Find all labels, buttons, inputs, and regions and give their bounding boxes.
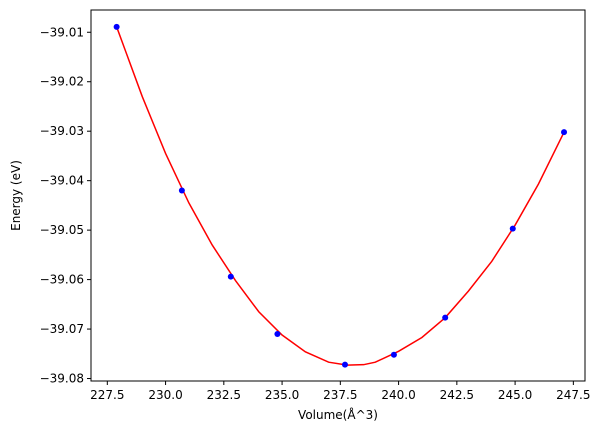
data-point (227, 273, 234, 280)
data-point (178, 187, 185, 194)
y-axis-label: Energy (eV) (9, 160, 23, 231)
y-tick-label: −39.08 (40, 372, 84, 386)
x-tick-label: 230.0 (148, 388, 182, 402)
data-point (274, 331, 281, 338)
data-point (113, 23, 120, 30)
y-tick-label: −39.01 (40, 25, 84, 39)
x-tick-label: 245.0 (498, 388, 532, 402)
y-tick-label: −39.02 (40, 75, 84, 89)
data-point (341, 361, 348, 368)
x-tick-label: 232.5 (207, 388, 241, 402)
y-tick-label: −39.07 (40, 322, 84, 336)
x-tick-label: 235.0 (265, 388, 299, 402)
x-tick-label: 240.0 (381, 388, 415, 402)
x-tick-label: 227.5 (90, 388, 124, 402)
data-point (442, 314, 449, 321)
x-tick-label: 237.5 (323, 388, 357, 402)
y-tick-label: −39.06 (40, 273, 84, 287)
fit-curve (115, 26, 565, 366)
data-point (561, 129, 568, 136)
x-tick-label: 242.5 (440, 388, 474, 402)
y-tick-label: −39.03 (40, 124, 84, 138)
x-axis-label: Volume(Å^3) (298, 407, 378, 422)
data-point (390, 351, 397, 358)
axes-frame (90, 9, 586, 382)
y-tick-label: −39.05 (40, 223, 84, 237)
x-tick-label: 247.5 (556, 388, 590, 402)
y-tick-label: −39.04 (40, 174, 84, 188)
data-point (509, 225, 516, 232)
